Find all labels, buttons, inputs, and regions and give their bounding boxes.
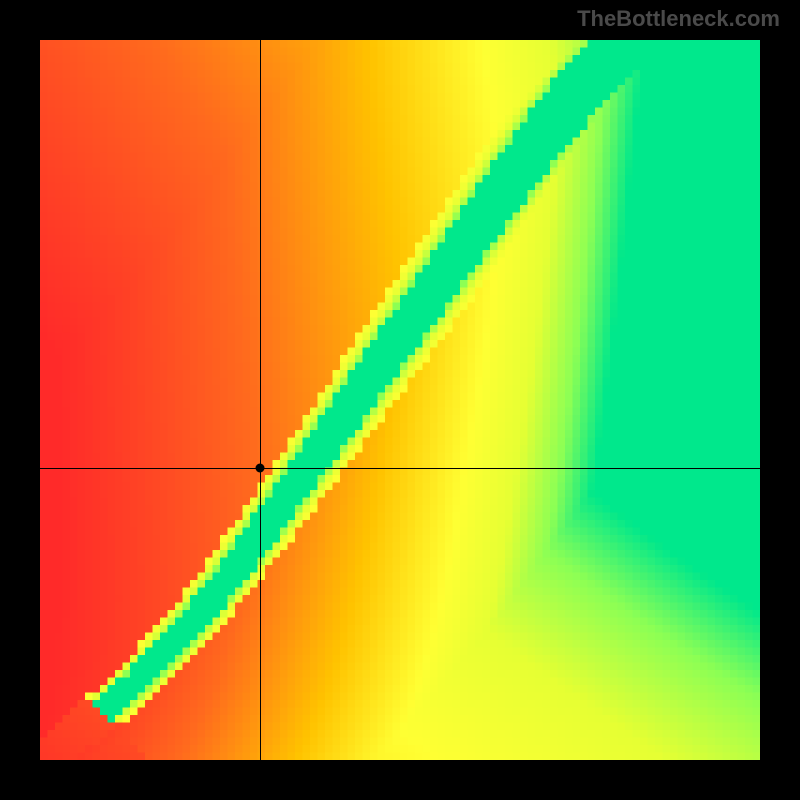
data-marker [255,464,264,473]
chart-container: TheBottleneck.com [0,0,800,800]
watermark-text: TheBottleneck.com [577,6,780,32]
crosshair-horizontal [40,468,760,469]
crosshair-vertical [260,40,261,760]
heatmap-plot [40,40,760,760]
heatmap-canvas [40,40,760,760]
